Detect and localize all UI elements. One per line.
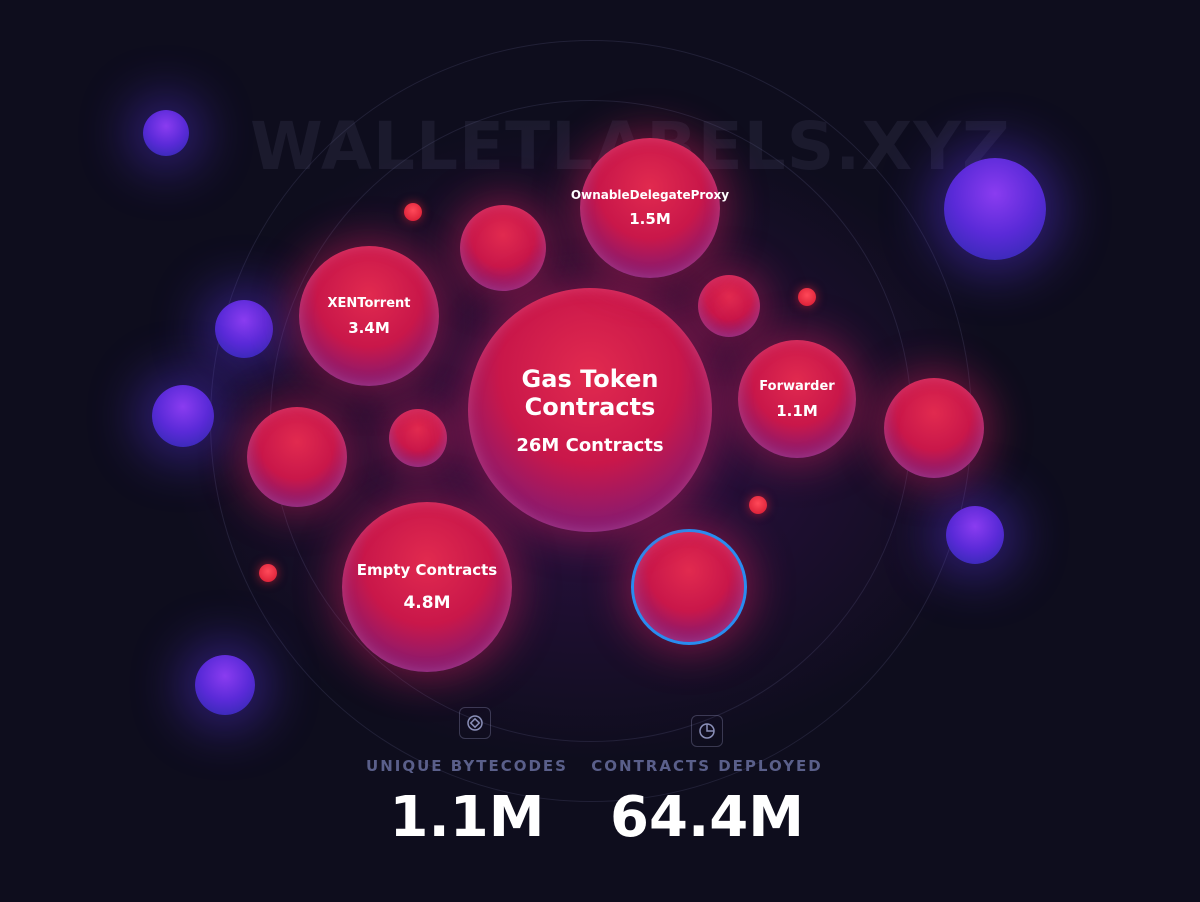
decor-bubble bbox=[389, 409, 447, 467]
bubble[interactable]: Gas Token Contracts 26M Contracts bbox=[468, 288, 712, 532]
stat-label: CONTRACTS DEPLOYED bbox=[591, 757, 823, 775]
bubble[interactable]: OwnableDelegateProxy 1.5M bbox=[571, 138, 729, 278]
decor-bubble bbox=[143, 110, 189, 156]
decor-bubble bbox=[152, 385, 214, 447]
decor-bubble bbox=[460, 205, 546, 291]
bubble-label: OwnableDelegateProxy bbox=[570, 188, 730, 202]
decor-bubble bbox=[195, 655, 255, 715]
bubble-value: 1.5M bbox=[629, 210, 671, 228]
decor-dot bbox=[798, 288, 816, 306]
contracts-icon bbox=[691, 715, 723, 747]
decor-bubble bbox=[698, 275, 760, 337]
decor-bubble bbox=[944, 158, 1046, 260]
bytecode-icon bbox=[459, 707, 491, 739]
stat-value: 1.1M bbox=[389, 785, 545, 850]
decor-bubble bbox=[946, 506, 1004, 564]
decor-bubble bbox=[215, 300, 273, 358]
decor-bubble bbox=[247, 407, 347, 507]
bubble-value: 26M Contracts bbox=[516, 434, 664, 456]
decor-dot bbox=[749, 496, 767, 514]
decor-bubble bbox=[884, 378, 984, 478]
icon-glyph bbox=[467, 715, 483, 731]
stat-value: 64.4M bbox=[610, 785, 804, 850]
bubble[interactable]: Empty Contracts 4.8M bbox=[342, 502, 512, 672]
bubble[interactable]: Forwarder 1.1M bbox=[738, 340, 856, 458]
decor-dot bbox=[259, 564, 277, 582]
icon-glyph bbox=[699, 723, 715, 739]
bubble-label: Empty Contracts bbox=[356, 561, 498, 579]
decor-dot bbox=[404, 203, 422, 221]
bubble-value: 1.1M bbox=[776, 401, 818, 420]
bubble-label: Forwarder bbox=[759, 378, 835, 394]
bubble-value: 4.8M bbox=[403, 593, 451, 613]
bubble-label: XENTorrent bbox=[327, 295, 411, 311]
bubble[interactable]: XENTorrent 3.4M bbox=[299, 246, 439, 386]
bubble-label: Gas Token Contracts bbox=[521, 364, 659, 421]
stat-label: UNIQUE BYTECODES bbox=[366, 757, 568, 775]
bubble-value: 3.4M bbox=[348, 318, 390, 337]
selected-bubble[interactable] bbox=[631, 529, 747, 645]
